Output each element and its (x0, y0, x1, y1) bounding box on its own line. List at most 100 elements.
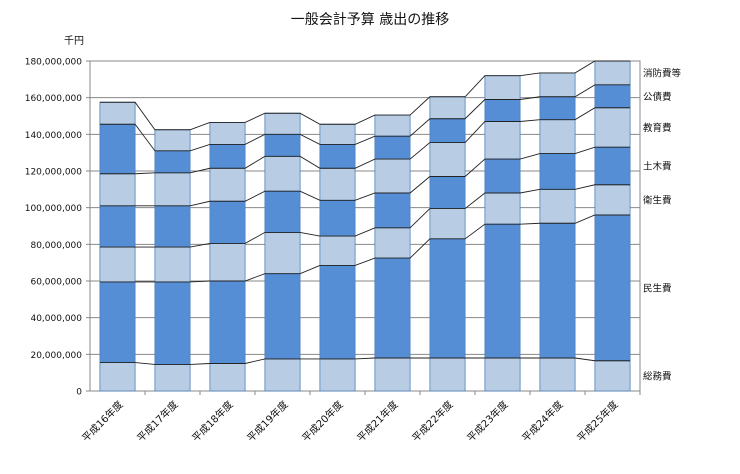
bar-segment (594, 107, 631, 148)
bar-segment (264, 273, 301, 360)
y-axis-unit-label: 千円 (64, 36, 84, 47)
x-tick-label: 平成17年度 (134, 398, 180, 444)
bar-segment (429, 357, 466, 392)
bar-segment (319, 199, 356, 237)
bar-segment (99, 246, 136, 283)
bar-segment (99, 123, 136, 175)
bar-segment (484, 121, 521, 160)
series-label: 消防費等 (643, 67, 682, 79)
series-label: 教育費 (643, 122, 672, 134)
series-line (99, 184, 631, 248)
series-line (99, 84, 631, 152)
bar-segment (99, 205, 136, 248)
y-tick-label: 20,000,000 (30, 351, 82, 361)
bar-segment (209, 167, 246, 202)
bar-segment (374, 135, 411, 160)
x-tick-label: 平成18年度 (189, 398, 235, 444)
y-tick-label: 160,000,000 (25, 94, 83, 104)
bar-segment (209, 280, 246, 364)
bar-segment (319, 123, 356, 145)
x-tick-label: 平成24年度 (519, 398, 565, 444)
bar-segment (484, 158, 521, 194)
bar-segment (209, 200, 246, 244)
bar-segment (99, 173, 136, 207)
bar-segment (374, 257, 411, 359)
series-label: 衛生費 (643, 194, 672, 206)
x-tick-label: 平成25年度 (574, 398, 620, 444)
series-line (99, 214, 631, 283)
series-line (99, 357, 631, 365)
bar-segment (374, 227, 411, 259)
x-tick-label: 平成23年度 (464, 398, 510, 444)
series-label: 総務費 (643, 370, 672, 382)
bar-segment (539, 222, 576, 359)
series-label: 民生費 (643, 282, 672, 294)
bar-segment (539, 119, 576, 154)
bar-segment (99, 281, 136, 363)
chart-title: 一般会計予算 歳出の推移 (290, 12, 450, 28)
bar-segment (154, 281, 191, 365)
y-tick-label: 60,000,000 (30, 278, 82, 288)
bar-segment (154, 150, 191, 174)
bar-segment (539, 357, 576, 392)
y-tick-label: 180,000,000 (25, 58, 83, 68)
bar-segment (484, 192, 521, 225)
bar-segment (264, 155, 301, 192)
bar-segment (209, 144, 246, 169)
bar-segment (154, 129, 191, 152)
series-line (99, 60, 631, 131)
bar-segment (594, 184, 631, 216)
y-tick-label: 0 (76, 388, 82, 398)
y-tick-label: 100,000,000 (25, 204, 83, 214)
bar-segment (264, 133, 301, 157)
bar-segment (429, 238, 466, 359)
bar-segment (264, 232, 301, 275)
bar-segment (99, 101, 136, 125)
bar-segment (539, 72, 576, 98)
bar-segment (374, 192, 411, 229)
bar-segment (594, 84, 631, 109)
series-line (99, 107, 631, 175)
bar-segment (154, 205, 191, 248)
series-line (99, 146, 631, 207)
bar-segment (154, 172, 191, 207)
bar-segment (539, 188, 576, 224)
bar-segment (429, 118, 466, 143)
series-label: 公債費 (643, 91, 672, 103)
bar-segment (319, 144, 356, 169)
bar-segment (429, 142, 466, 177)
x-tick-label: 平成21年度 (354, 398, 400, 444)
bar-segment (484, 99, 521, 122)
x-tick-label: 平成22年度 (409, 398, 455, 444)
x-tick-label: 平成16年度 (79, 398, 125, 444)
bar-segment (374, 114, 411, 137)
bar-segment (264, 112, 301, 135)
x-tick-label: 平成19年度 (244, 398, 290, 444)
bar-segment (429, 176, 466, 209)
bar-segment (319, 358, 356, 392)
bar-segment (264, 358, 301, 392)
bar-segment (209, 363, 246, 392)
bar-segment (209, 243, 246, 282)
bar-segment (484, 223, 521, 359)
bar-segment (319, 167, 356, 201)
bar-segment (484, 357, 521, 392)
bar-segment (209, 122, 246, 145)
bar-segment (374, 357, 411, 392)
bar-segment (594, 360, 631, 392)
bar-segment (429, 208, 466, 240)
y-tick-label: 40,000,000 (30, 314, 82, 324)
y-tick-label: 80,000,000 (30, 241, 82, 251)
y-tick-label: 120,000,000 (25, 168, 83, 178)
bar-segment (484, 75, 521, 100)
bar-segment (429, 96, 466, 120)
x-tick-label: 平成20年度 (299, 398, 345, 444)
series-label: 土木費 (643, 160, 672, 172)
bar-segment (539, 96, 576, 121)
bar-segment (594, 146, 631, 186)
bar-segment (539, 153, 576, 190)
bar-segment (154, 246, 191, 283)
bar-segment (319, 265, 356, 360)
bar-segment (264, 190, 301, 233)
